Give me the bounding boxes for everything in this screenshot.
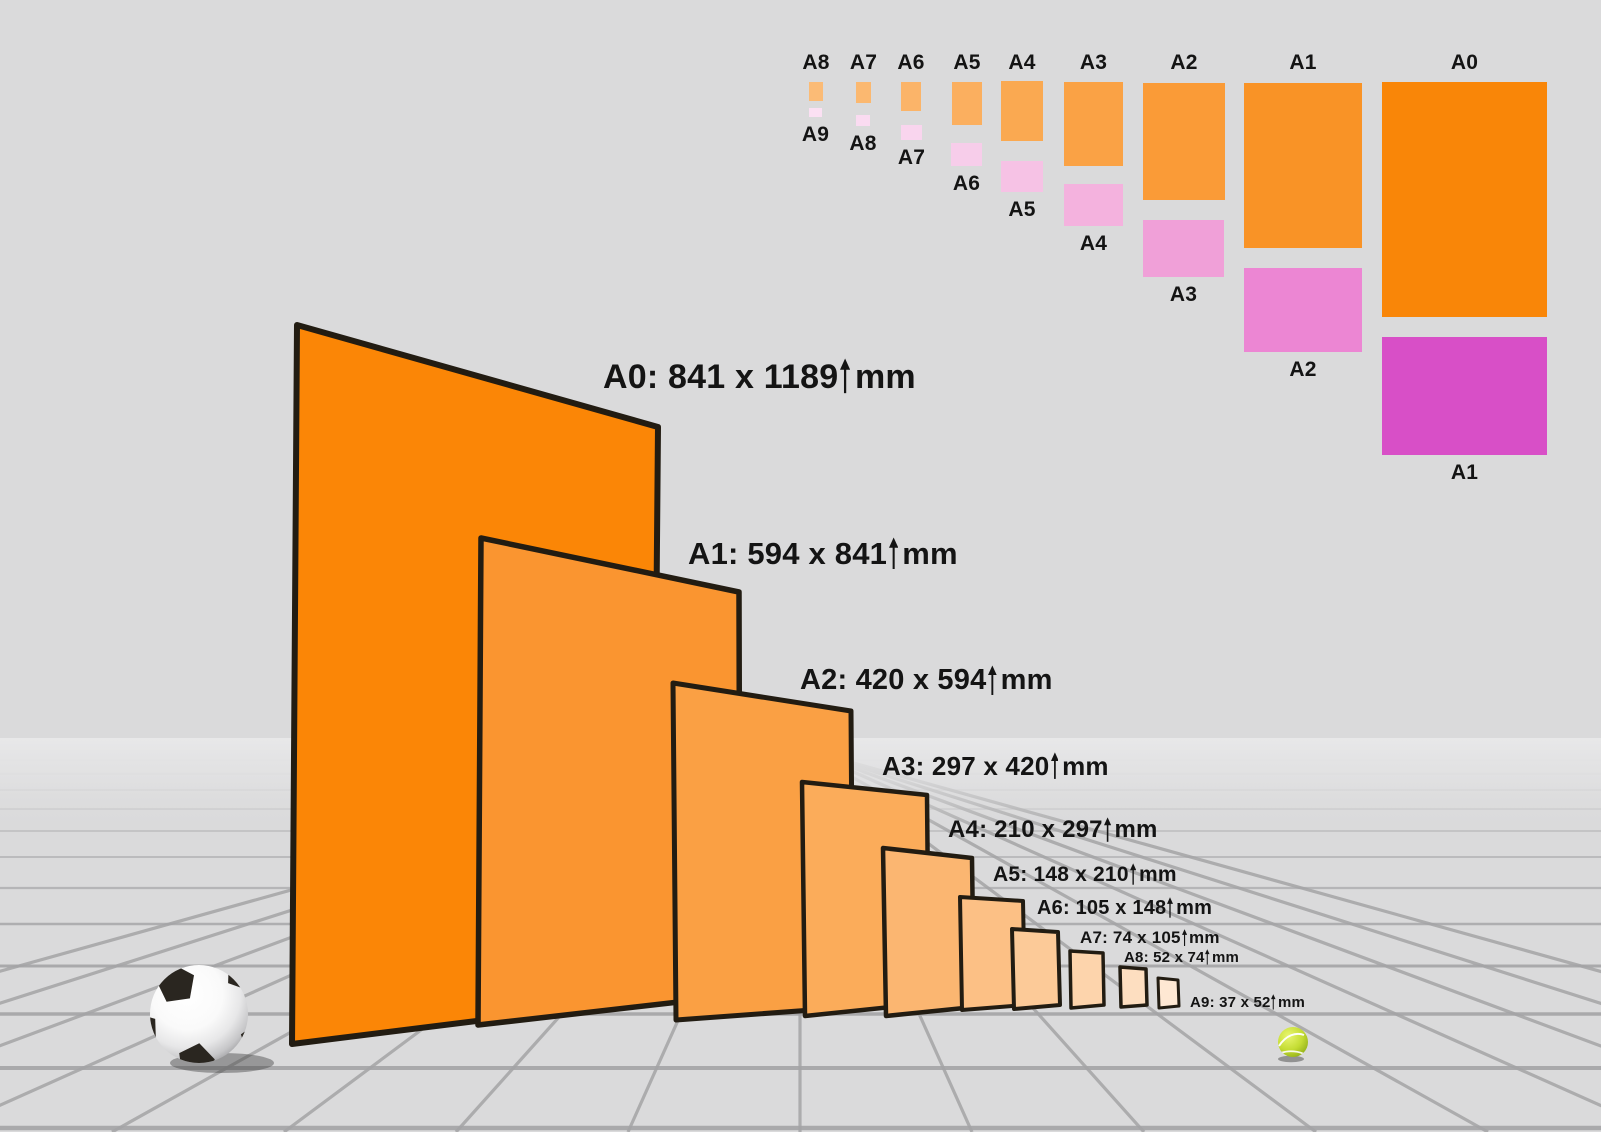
- dimension-text: A2: 420 x 594: [800, 664, 987, 697]
- dimension-text: A1: 594 x 841: [688, 536, 888, 572]
- swatch-landscape-A5: [1001, 161, 1043, 192]
- unit-text: mm: [1138, 863, 1177, 887]
- up-arrow-icon: [1129, 863, 1137, 886]
- size-chart-label-A1-half: A1: [1450, 461, 1479, 484]
- swatch-landscape-A6: [951, 143, 982, 166]
- cascade-label-A1: A1: 594 x 841 mm: [688, 536, 958, 572]
- swatch-landscape-A2: [1244, 268, 1362, 352]
- cascade-label-A7: A7: 74 x 105 mm: [1080, 928, 1220, 948]
- swatch-portrait-A4: [1001, 81, 1043, 141]
- unit-text: mm: [1189, 928, 1220, 948]
- unit-text: mm: [1176, 897, 1213, 919]
- up-arrow-icon: [1205, 948, 1210, 965]
- swatch-portrait-A6: [901, 82, 921, 111]
- size-chart-label-A2: A2: [1170, 51, 1198, 74]
- up-arrow-icon: [1050, 752, 1059, 779]
- up-arrow-icon: [1167, 897, 1174, 918]
- size-chart-label-A8-half: A8: [849, 132, 877, 155]
- size-chart-label-A7-half: A7: [897, 146, 926, 169]
- swatch-portrait-A2: [1143, 83, 1225, 200]
- cascade-sheet-A7: [1068, 949, 1106, 1010]
- size-chart-label-A6-half: A6: [952, 172, 981, 195]
- cascade-label-A4: A4: 210 x 297 mm: [948, 817, 1158, 842]
- cascade-sheet-A6: [1010, 927, 1062, 1011]
- size-chart-label-A8: A8: [802, 51, 830, 74]
- size-chart-label-A6: A6: [897, 51, 925, 74]
- dimension-text: A7: 74 x 105: [1080, 928, 1181, 948]
- tennis-ball-shadow: [1278, 1055, 1304, 1063]
- unit-text: mm: [1277, 993, 1306, 1011]
- size-chart-label-A4-half: A4: [1079, 232, 1108, 255]
- cascade-sheet-A8: [1118, 965, 1149, 1009]
- size-chart-label-A2-half: A2: [1289, 358, 1317, 381]
- swatch-portrait-A8: [809, 82, 823, 101]
- size-chart-label-A7: A7: [849, 51, 878, 74]
- swatch-landscape-A8: [856, 115, 870, 126]
- size-chart-label-A1: A1: [1289, 51, 1317, 74]
- swatch-portrait-A0: [1382, 82, 1547, 317]
- cascade-label-A5: A5: 148 x 210 mm: [993, 863, 1177, 885]
- dimension-text: A0: 841 x 1189: [603, 357, 839, 396]
- swatch-landscape-A1: [1382, 337, 1547, 455]
- dimension-text: A5: 148 x 210: [993, 863, 1129, 887]
- unit-text: mm: [1000, 664, 1053, 697]
- cascade-label-A2: A2: 420 x 594 mm: [800, 664, 1053, 697]
- up-arrow-icon: [888, 537, 898, 570]
- unit-text: mm: [1062, 750, 1109, 781]
- swatch-landscape-A4: [1064, 184, 1123, 226]
- up-arrow-icon: [840, 358, 851, 394]
- up-arrow-icon: [1103, 817, 1112, 842]
- swatch-portrait-A7: [856, 82, 871, 103]
- unit-text: mm: [1114, 815, 1158, 843]
- size-chart-label-A3-half: A3: [1169, 283, 1198, 306]
- dimension-text: A4: 210 x 297: [948, 815, 1103, 843]
- unit-text: mm: [902, 536, 958, 572]
- size-chart-label-A5: A5: [953, 51, 981, 74]
- unit-text: mm: [854, 357, 916, 396]
- size-chart-label-A3: A3: [1079, 51, 1108, 74]
- size-chart-label-A9-half: A9: [801, 123, 830, 146]
- cascade-label-A8: A8: 52 x 74 mm: [1124, 948, 1240, 966]
- swatch-portrait-A1: [1244, 83, 1362, 248]
- dimension-text: A3: 297 x 420: [882, 750, 1050, 781]
- dimension-text: A8: 52 x 74: [1124, 948, 1205, 966]
- size-chart-label-A4: A4: [1008, 51, 1036, 74]
- size-chart-label-A0: A0: [1450, 51, 1479, 74]
- cascade-label-A9: A9: 37 x 52 mm: [1190, 993, 1306, 1011]
- size-chart-label-A5-half: A5: [1008, 198, 1036, 221]
- cascade-label-A3: A3: 297 x 420 mm: [882, 752, 1109, 779]
- up-arrow-icon: [1181, 928, 1187, 947]
- pentagon-patch: [179, 1043, 215, 1063]
- up-arrow-icon: [1271, 993, 1276, 1010]
- cascade-label-A6: A6: 105 x 148 mm: [1037, 897, 1212, 918]
- cascade-sheet-A9: [1156, 976, 1181, 1010]
- dimension-text: A6: 105 x 148: [1037, 897, 1167, 919]
- swatch-portrait-A3: [1064, 82, 1123, 166]
- cascade-sheets: [289, 322, 1181, 1047]
- cascade-label-A0: A0: 841 x 1189 mm: [603, 358, 916, 394]
- swatch-landscape-A7: [901, 125, 922, 140]
- dimension-text: A9: 37 x 52: [1190, 993, 1271, 1011]
- swatch-portrait-A5: [952, 82, 982, 125]
- swatch-landscape-A9: [809, 108, 822, 117]
- up-arrow-icon: [987, 665, 997, 696]
- unit-text: mm: [1211, 948, 1240, 966]
- swatch-landscape-A3: [1143, 220, 1224, 277]
